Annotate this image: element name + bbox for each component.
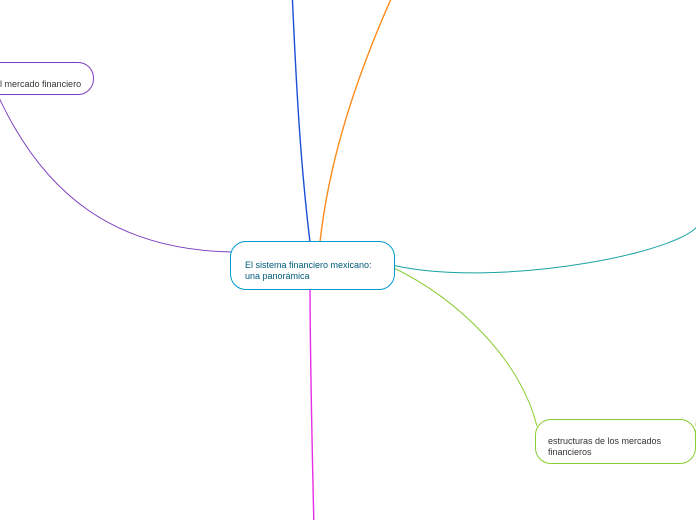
left-node-label: umentos del mercado financiero — [0, 79, 81, 89]
right-node[interactable]: estructuras de los mercados financieros — [535, 419, 696, 464]
edge-blue — [292, 0, 310, 242]
edge-purple — [0, 77, 232, 252]
edge-teal — [392, 220, 696, 273]
left-node[interactable]: umentos del mercado financiero — [0, 62, 94, 95]
edge-orange — [320, 0, 395, 242]
right-node-label: estructuras de los mercados financieros — [548, 436, 661, 458]
edge-magenta — [310, 280, 314, 520]
center-node[interactable]: El sistema financiero mexicano: una pano… — [230, 241, 395, 290]
center-node-label: El sistema financiero mexicano: una pano… — [245, 260, 372, 282]
edge-green-main — [392, 267, 537, 426]
